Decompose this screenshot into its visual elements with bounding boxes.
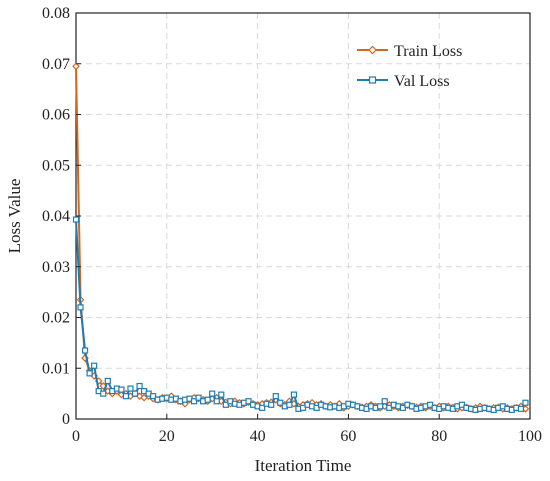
data-point-val (127, 385, 134, 392)
data-point-val (522, 399, 529, 406)
data-point-train (72, 62, 80, 71)
series-layer (72, 62, 530, 413)
y-tick-label: 0.08 (42, 5, 70, 22)
data-point-val (104, 377, 111, 385)
y-tick-label: 0.04 (42, 208, 70, 225)
data-point-val (131, 390, 139, 397)
data-point-val (381, 398, 388, 405)
data-point-val (190, 398, 198, 405)
data-point-val (195, 394, 202, 401)
y-tick-label: 0.05 (42, 157, 70, 174)
x-tick-label: 0 (72, 428, 80, 445)
axes: 0 0.01 0.02 0.03 0.04 0.05 0.06 0.07 0.08 0 20 40 60… (42, 5, 542, 445)
data-point-val (290, 391, 298, 398)
x-tick-label: 60 (340, 428, 356, 445)
legend-marker-val (368, 76, 377, 84)
data-point-val (517, 405, 525, 412)
data-point-val (91, 362, 98, 369)
data-point-val (77, 304, 84, 311)
data-point-val (204, 396, 211, 403)
data-point-val (72, 216, 80, 223)
data-point-val (277, 399, 284, 406)
series-line (75, 66, 526, 410)
y-tick-label: 0.01 (42, 360, 70, 377)
legend-marker-train (368, 45, 377, 55)
y-tick-label: 0.02 (42, 310, 70, 327)
legend-item-val: Val Loss (357, 73, 450, 90)
x-tick-label: 40 (250, 428, 266, 445)
data-point-val (81, 347, 89, 354)
legend-item-train: Train Loss (357, 43, 462, 60)
legend-label-train: Train Loss (394, 43, 462, 60)
y-tick-label: 0.03 (42, 259, 70, 276)
data-point-val (122, 393, 130, 400)
data-point-val (259, 404, 266, 411)
data-point-val (118, 386, 125, 393)
data-point-val (272, 393, 279, 400)
x-axis-title: Iteration Time (255, 456, 352, 475)
data-point-val (213, 398, 220, 405)
series-val-loss (72, 216, 529, 413)
grid (76, 13, 530, 419)
series-train-loss (72, 62, 530, 413)
data-point-val (286, 401, 293, 408)
data-point-val (218, 391, 225, 398)
legend: Train Loss Val Loss (357, 43, 462, 90)
x-tick-label: 20 (159, 428, 175, 445)
data-point-val (222, 401, 229, 408)
x-tick-label: 100 (518, 428, 542, 445)
y-tick-label: 0.06 (42, 107, 70, 124)
data-point-val (86, 370, 93, 377)
data-point-val (136, 382, 143, 390)
y-tick-label: 0.07 (42, 56, 70, 73)
data-point-val (209, 390, 216, 397)
y-axis-title: Loss Value (5, 179, 24, 254)
data-point-val (268, 401, 275, 408)
series-line (75, 219, 527, 411)
y-tick-label: 0 (62, 411, 70, 428)
data-point-val (245, 398, 252, 405)
data-point-train (99, 382, 108, 390)
data-point-val (100, 390, 107, 397)
data-point-val (377, 403, 384, 410)
legend-label-val: Val Loss (394, 73, 450, 90)
data-point-val (150, 393, 157, 400)
x-tick-label: 80 (431, 428, 447, 445)
